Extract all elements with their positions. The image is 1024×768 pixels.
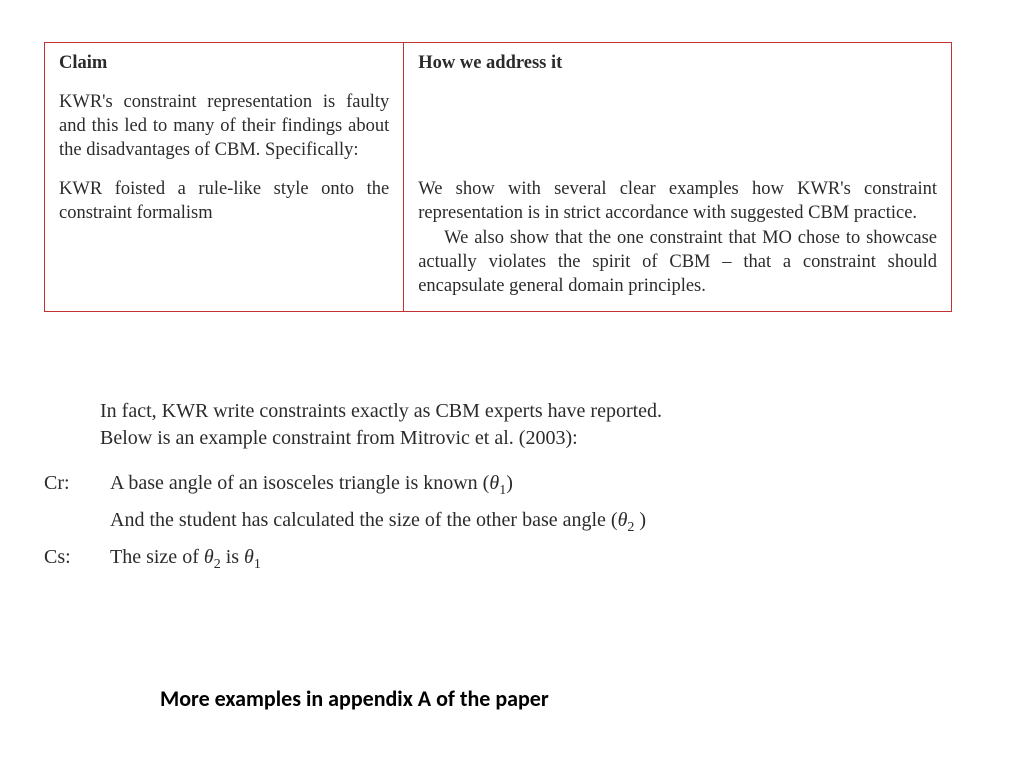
cr1-post: ) xyxy=(506,472,513,494)
cr-text-2: And the student has calculated the size … xyxy=(110,503,944,540)
cr-label-blank xyxy=(44,503,110,540)
table-header-cell-address: How we address it xyxy=(404,43,951,174)
cr2-pre: And the student has calculated the size … xyxy=(110,509,618,531)
claim-intro-text: KWR's constraint representation is fault… xyxy=(59,90,389,162)
theta-sub-1b: 1 xyxy=(254,557,261,572)
cr1-pre: A base angle of an isosceles triangle is… xyxy=(110,472,489,494)
address-para-1: We show with several clear examples how … xyxy=(418,178,937,225)
theta-symbol: θ xyxy=(489,472,499,494)
table-header-row: Claim KWR's constraint representation is… xyxy=(45,43,951,174)
col-header-claim: Claim xyxy=(59,53,107,73)
cs-label: Cs: xyxy=(44,540,110,577)
theta-symbol: θ xyxy=(244,546,254,568)
cs-line: Cs: The size of θ2 is θ1 xyxy=(44,540,944,577)
claim-cell: KWR foisted a rule-like style onto the c… xyxy=(45,174,404,310)
cr-text-1: A base angle of an isosceles triangle is… xyxy=(110,466,944,503)
cr-line-2: And the student has calculated the size … xyxy=(44,503,944,540)
table-header-cell-claim: Claim KWR's constraint representation is… xyxy=(45,43,404,174)
below-line-2: Below is an example constraint from Mitr… xyxy=(100,425,880,452)
theta-sub-2b: 2 xyxy=(214,557,221,572)
constraint-example: Cr: A base angle of an isosceles triangl… xyxy=(44,466,944,576)
claim-specific-text: KWR foisted a rule-like style onto the c… xyxy=(59,178,389,225)
cs-text: The size of θ2 is θ1 xyxy=(110,540,944,577)
address-cell: We show with several clear examples how … xyxy=(404,174,951,310)
table-body-row: KWR foisted a rule-like style onto the c… xyxy=(45,174,951,310)
appendix-footnote: More examples in appendix A of the paper xyxy=(160,685,549,712)
below-line-1: In fact, KWR write constraints exactly a… xyxy=(100,398,880,425)
below-table-paragraph: In fact, KWR write constraints exactly a… xyxy=(100,398,880,452)
cr-line-1: Cr: A base angle of an isosceles triangl… xyxy=(44,466,944,503)
cr2-post: ) xyxy=(634,509,646,531)
page: Claim KWR's constraint representation is… xyxy=(0,0,1024,768)
cs-mid: is xyxy=(221,546,244,568)
theta-symbol: θ xyxy=(204,546,214,568)
address-para-2: We also show that the one constraint tha… xyxy=(418,227,937,298)
cs-pre: The size of xyxy=(110,546,204,568)
col-header-address: How we address it xyxy=(418,53,562,73)
cr-label: Cr: xyxy=(44,466,110,503)
theta-symbol: θ xyxy=(618,509,628,531)
claim-address-table: Claim KWR's constraint representation is… xyxy=(44,42,952,312)
